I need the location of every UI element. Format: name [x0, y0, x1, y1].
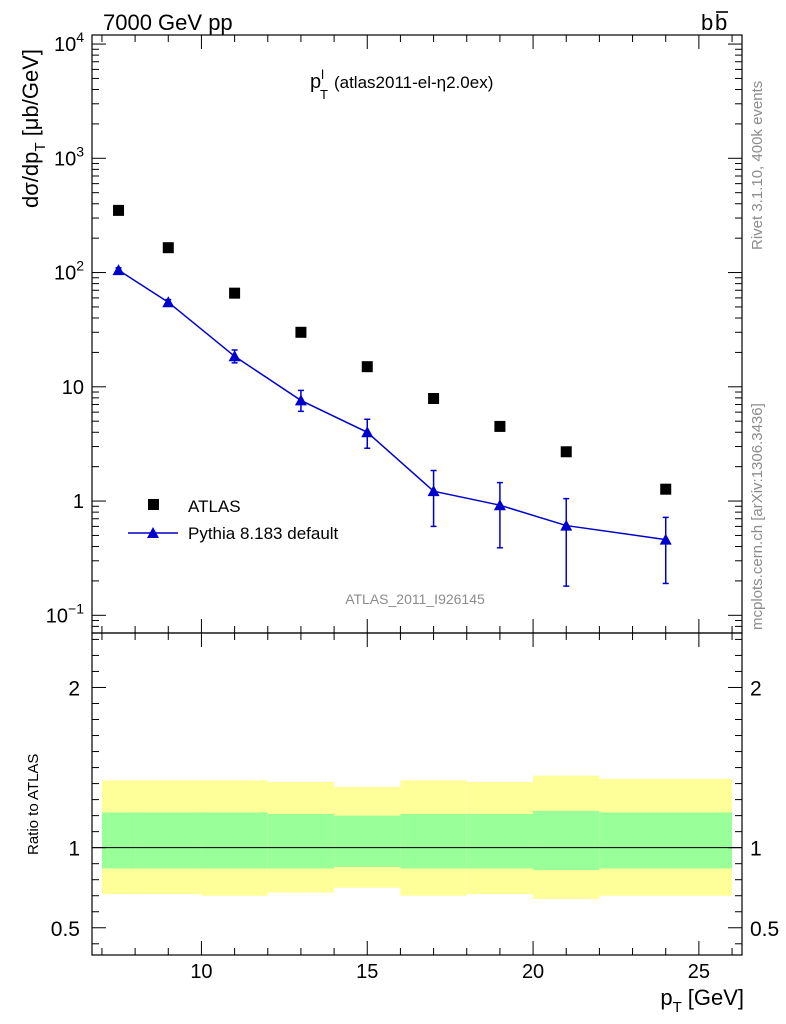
legend-atlas-label: ATLAS — [188, 497, 241, 516]
ratio-y-tick-label: 1 — [68, 838, 80, 861]
tick-base: 10 — [54, 34, 76, 56]
tick-exponent: 3 — [76, 143, 84, 159]
pythia-point — [427, 485, 440, 497]
main-y-tick-label: 10 — [62, 377, 84, 399]
main-y-axis-label: dσ/dpT [μb/GeV] — [18, 49, 49, 208]
pythia-point — [112, 264, 125, 276]
ratio-y-axis-label: Ratio to ATLAS — [25, 754, 42, 855]
pythia-point — [228, 350, 241, 362]
analysis-watermark: ATLAS_2011_I926145 — [345, 591, 485, 607]
pythia-point — [493, 499, 506, 511]
ratio-y-tick-labels: 0.5 0.5 1 1 2 2 — [51, 677, 779, 940]
main-y-tick-label: 1 — [73, 491, 84, 513]
tick-exponent: 2 — [76, 258, 84, 274]
atlas-point — [660, 483, 672, 495]
atlas-point — [295, 326, 307, 338]
ratio-axis-ticks — [92, 633, 742, 955]
x-tick-label: 10 — [190, 961, 212, 983]
x-tick-label: 25 — [688, 961, 710, 983]
process-b: b — [701, 10, 713, 35]
main-frame-rect — [91, 34, 743, 634]
ratio-uncertainty-bands — [101, 775, 733, 899]
atlas-point — [361, 361, 373, 373]
stat-uncertainty-band — [101, 812, 136, 869]
stat-uncertainty-band — [466, 814, 534, 869]
main-plot-frame — [91, 34, 743, 634]
stat-uncertainty-band — [599, 812, 733, 869]
atlas-point — [494, 420, 506, 432]
main-y-tick-label: 104 — [54, 29, 84, 56]
legend-pythia-label: Pythia 8.183 default — [188, 524, 339, 543]
tick-base: 10 — [54, 263, 76, 285]
tick-base: 10 — [54, 148, 76, 170]
atlas-point — [162, 242, 174, 254]
ratio-y-tick-label: 0.5 — [51, 918, 80, 941]
atlas-point — [229, 287, 241, 299]
ratio-y-tick-label-right: 0.5 — [750, 918, 779, 941]
ratio-plot-frame — [91, 632, 743, 956]
stat-uncertainty-band — [400, 814, 467, 869]
ratio-y-tick-label: 2 — [68, 677, 80, 700]
stat-uncertainty-band — [533, 810, 600, 871]
tick-base: 10 — [46, 605, 68, 627]
pythia-point — [162, 296, 175, 308]
stat-uncertainty-band — [135, 812, 202, 869]
tick-exponent: 4 — [76, 29, 84, 45]
atlas-point — [113, 204, 125, 216]
x-axis-label: pT [GeV] — [660, 985, 744, 1016]
atlas-point — [560, 446, 572, 458]
tick-exponent: −1 — [68, 600, 84, 616]
ratio-frame-rect — [91, 632, 743, 956]
pythia-point — [361, 426, 374, 438]
ratio-y-tick-label-right: 1 — [750, 838, 762, 861]
pythia-point — [560, 519, 573, 531]
process-bbar: b — [715, 10, 727, 35]
x-tick-label: 15 — [356, 961, 378, 983]
stat-uncertainty-band — [201, 812, 268, 869]
stat-uncertainty-band — [267, 814, 335, 869]
main-y-tick-label: 102 — [54, 258, 84, 285]
stat-uncertainty-band — [334, 815, 401, 867]
ratio-y-tick-label-right: 2 — [750, 677, 762, 700]
legend-pythia-marker — [147, 527, 159, 538]
series-pythia — [112, 264, 672, 587]
rivet-version-label: Rivet 3.1.10, 400k events — [749, 81, 766, 250]
legend-atlas-marker — [148, 499, 159, 510]
main-y-tick-label: 103 — [54, 143, 84, 170]
pythia-point — [294, 394, 307, 406]
atlas-point — [428, 392, 440, 404]
pythia-point — [659, 533, 672, 545]
x-tick-label: 20 — [522, 961, 544, 983]
header-energy-label: 7000 GeV pp — [103, 10, 233, 35]
legend: ATLAS Pythia 8.183 default — [128, 497, 339, 543]
mcplots-label: mcplots.cern.ch [arXiv:1306.3436] — [749, 403, 766, 630]
plot-title: pl T(atlas2011-el-η2.0ex) — [310, 67, 493, 102]
header-process-label: b b — [701, 10, 728, 35]
x-tick-labels: 10 15 20 25 — [190, 961, 710, 983]
main-y-tick-label: 10−1 — [46, 600, 84, 627]
main-axis-ticks — [92, 35, 742, 634]
series-atlas — [113, 204, 672, 495]
